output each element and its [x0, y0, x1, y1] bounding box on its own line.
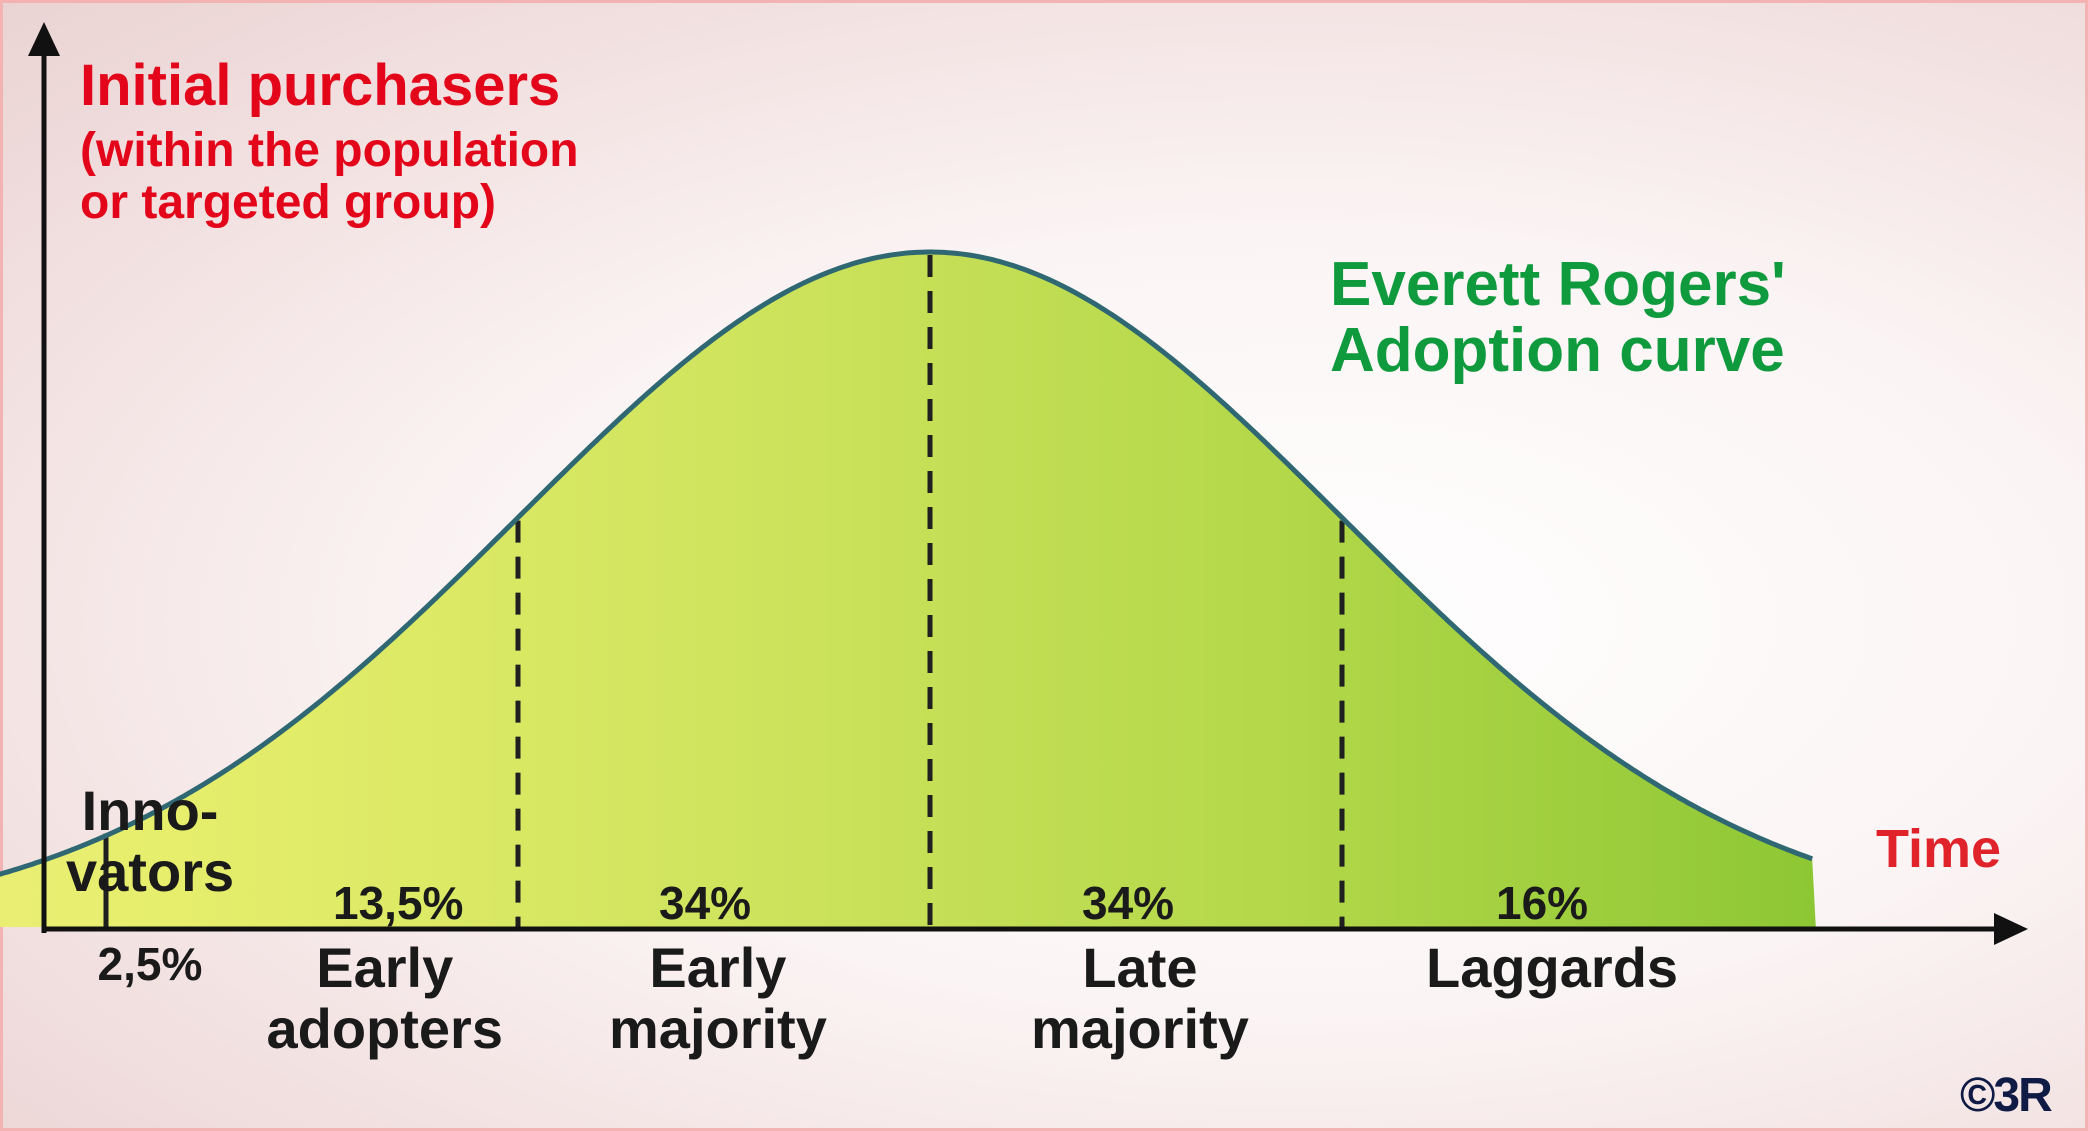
segment-name: Early majority	[609, 936, 827, 1060]
x-axis-arrowhead	[1994, 913, 2028, 945]
curve-area	[0, 252, 1816, 927]
copyright-mark: ©3R	[1960, 1069, 2053, 1122]
segment-percent: 34%	[1082, 877, 1175, 929]
y-axis-sublabel: (within the population or targeted group…	[80, 124, 579, 229]
segment-name: Early adopters	[266, 936, 504, 1060]
segment-percent: 34%	[659, 877, 752, 929]
segment-percent: 13,5%	[333, 877, 464, 929]
segment-name: Inno-vators	[66, 779, 235, 903]
y-axis-label: Initial purchasers	[80, 53, 561, 118]
x-axis-label: Time	[1876, 819, 2002, 879]
y-axis-arrowhead	[28, 22, 60, 56]
chart-title: Everett Rogers' Adoption curve	[1330, 250, 1786, 385]
segment-percent: 16%	[1496, 877, 1589, 929]
segment-name: Late majority	[1031, 936, 1249, 1060]
segment-percent: 2,5%	[97, 938, 203, 990]
segment-name: Laggards	[1426, 936, 1679, 999]
adoption-curve	[0, 249, 1814, 877]
